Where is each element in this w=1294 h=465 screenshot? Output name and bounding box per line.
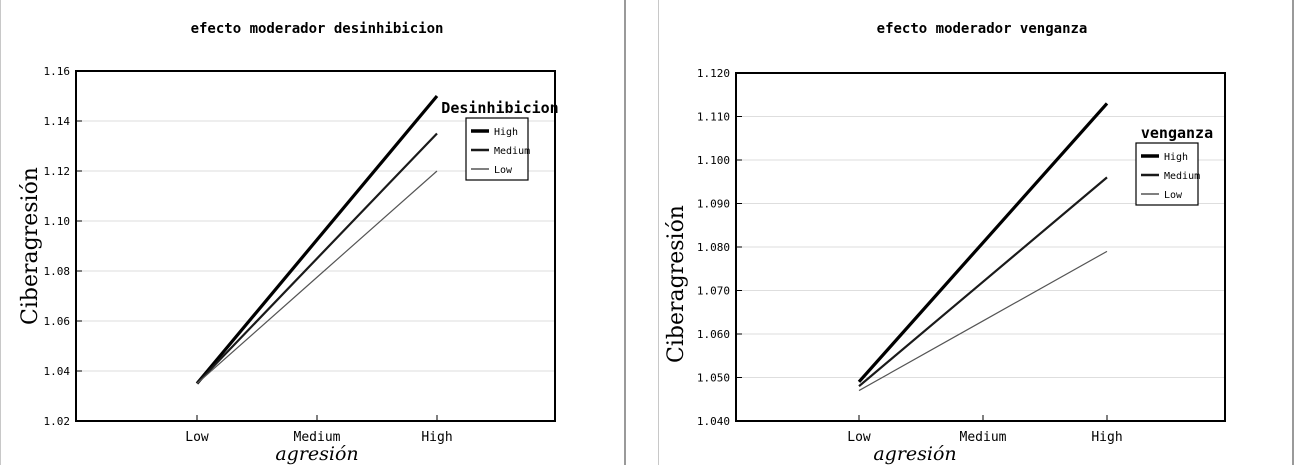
x-tick-label: Low: [847, 430, 871, 445]
legend-label-high: High: [494, 127, 518, 138]
legend-title: Desinhibicion: [441, 99, 558, 117]
series-line-low: [858, 250, 1108, 392]
y-tick-label: 1.120: [697, 67, 730, 80]
y-tick-label: 1.040: [697, 415, 730, 428]
y-tick-label: 1.08: [44, 265, 71, 278]
x-tick-label: Low: [185, 430, 209, 445]
legend: High Medium Low: [1135, 142, 1200, 206]
series-line-high: [195, 94, 439, 385]
chart-panel-desinhibicion: efecto moderador desinhibicion 1.02 1.04 1…: [0, 0, 626, 465]
legend-label-medium: Medium: [1164, 171, 1200, 182]
series-lines: [857, 102, 1109, 392]
legend-label-low: Low: [1164, 190, 1183, 201]
series-line-medium: [858, 176, 1108, 388]
y-axis-ticks: 1.040 1.050 1.060 1.070 1.080 1.090 1.100 1.110…: [697, 67, 742, 428]
y-tick-label: 1.10: [44, 215, 71, 228]
legend-title: venganza: [1141, 124, 1213, 142]
series-line-medium: [196, 132, 438, 385]
legend-label-high: High: [1164, 152, 1188, 163]
x-tick-label: High: [421, 430, 452, 445]
y-tick-label: 1.04: [44, 365, 71, 378]
chart-desinhibicion: efecto moderador desinhibicion 1.021.041…: [18, 21, 559, 465]
series-lines: [195, 94, 439, 385]
y-tick-label: 1.090: [697, 198, 730, 211]
x-axis-ticks: Low Medium High: [185, 415, 453, 445]
y-tick-label: 1.06: [44, 315, 71, 328]
y-tick-label: 1.050: [697, 372, 730, 385]
series-line-high: [857, 102, 1109, 383]
y-tick-label: 1.100: [697, 154, 730, 167]
x-tick-label: High: [1091, 430, 1122, 445]
plot-frame: [75, 70, 556, 422]
y-axis-label: Ciberagresión: [664, 205, 689, 363]
y-axis-label: Ciberagresión: [18, 167, 43, 325]
legend: High Medium Low: [465, 117, 530, 181]
legend-label-low: Low: [494, 165, 513, 176]
y-tick-label: 1.12: [44, 165, 71, 178]
y-tick-label: 1.02: [44, 415, 71, 428]
x-axis-label: agresión: [873, 443, 956, 465]
x-axis-ticks: Low Medium High: [847, 415, 1123, 445]
chart-panel-venganza: efecto moderador venganza 1.040 1.050 1.06…: [658, 0, 1294, 465]
y-tick-label: 1.14: [44, 115, 71, 128]
x-tick-label: Medium: [960, 430, 1007, 445]
y-tick-label: 1.080: [697, 241, 730, 254]
x-axis-label: agresión: [275, 443, 358, 465]
chart-title: efecto moderador desinhibicion: [191, 21, 444, 37]
y-tick-label: 1.110: [697, 111, 730, 124]
y-tick-label: 1.060: [697, 328, 730, 341]
legend-label-medium: Medium: [494, 146, 530, 157]
chart-venganza: efecto moderador venganza 1.040 1.050 1.06…: [664, 21, 1226, 465]
y-tick-label: 1.070: [697, 285, 730, 298]
x-tick-label: Medium: [294, 430, 341, 445]
y-tick-label: 1.16: [44, 65, 71, 78]
y-axis-ticks: 1.02 1.04 1.06 1.08 1.10 1.12 1.14 1.16: [44, 65, 82, 428]
grid: [76, 120, 555, 372]
chart-title: efecto moderador venganza: [877, 21, 1088, 37]
series-line-low: [196, 170, 438, 384]
